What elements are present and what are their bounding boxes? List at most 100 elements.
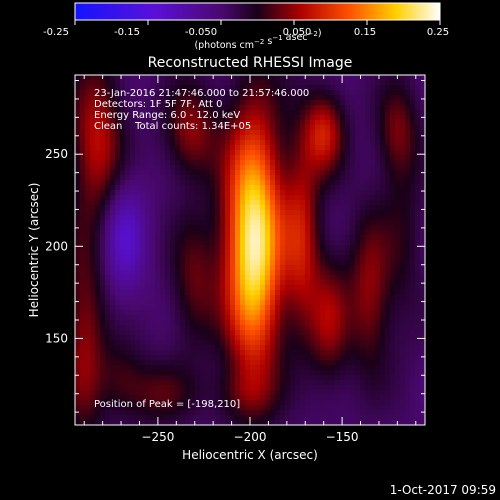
heatmap-cell <box>165 160 171 166</box>
heatmap-cell <box>190 205 196 211</box>
heatmap-cell <box>90 130 96 136</box>
heatmap-cell <box>190 300 196 306</box>
heatmap-cell <box>175 315 181 321</box>
heatmap-cell <box>75 270 81 276</box>
heatmap-cell <box>200 80 206 86</box>
heatmap-cell <box>345 395 351 401</box>
heatmap-cell <box>305 420 311 425</box>
heatmap-cell <box>235 310 241 316</box>
heatmap-cell <box>100 100 106 106</box>
heatmap-cell <box>140 235 146 241</box>
heatmap-cell <box>185 110 191 116</box>
heatmap-cell <box>400 85 406 91</box>
heatmap-cell <box>190 100 196 106</box>
heatmap-cell <box>195 410 201 416</box>
heatmap-cell <box>115 195 121 201</box>
heatmap-cell <box>210 335 216 341</box>
heatmap-cell <box>175 170 181 176</box>
heatmap-cell <box>85 310 91 316</box>
heatmap-cell <box>85 415 91 421</box>
heatmap-cell <box>190 290 196 296</box>
heatmap-cell <box>275 250 281 256</box>
heatmap-cell <box>85 125 91 131</box>
heatmap-cell <box>270 400 276 406</box>
heatmap-cell <box>200 135 206 141</box>
heatmap-cell <box>395 215 401 221</box>
heatmap-cell <box>100 385 106 391</box>
heatmap-cell <box>145 215 151 221</box>
heatmap-cell <box>130 210 136 216</box>
heatmap-cell <box>165 330 171 336</box>
heatmap-cell <box>240 150 246 156</box>
heatmap-cell <box>290 415 296 421</box>
heatmap-cell <box>310 400 316 406</box>
heatmap-cell <box>245 120 251 126</box>
heatmap-cell <box>245 235 251 241</box>
heatmap-cell <box>300 360 306 366</box>
heatmap-cell <box>320 320 326 326</box>
heatmap-cell <box>130 105 136 111</box>
heatmap-cell <box>140 375 146 381</box>
heatmap-cell <box>155 350 161 356</box>
heatmap-cell <box>185 365 191 371</box>
heatmap-cell <box>350 175 356 181</box>
heatmap-cell <box>230 250 236 256</box>
heatmap-cell <box>265 85 271 91</box>
heatmap-cell <box>250 320 256 326</box>
heatmap-cell <box>365 400 371 406</box>
heatmap-cell <box>135 365 141 371</box>
heatmap-cell <box>385 85 391 91</box>
heatmap-cell <box>100 105 106 111</box>
heatmap-cell <box>160 210 166 216</box>
heatmap-cell <box>315 100 321 106</box>
heatmap-cell <box>115 325 121 331</box>
heatmap-cell <box>230 285 236 291</box>
heatmap-cell <box>140 395 146 401</box>
heatmap-cell <box>265 140 271 146</box>
heatmap-cell <box>340 345 346 351</box>
heatmap-cell <box>110 75 116 81</box>
heatmap-cell <box>335 410 341 416</box>
heatmap-cell <box>185 280 191 286</box>
heatmap-cell <box>265 215 271 221</box>
heatmap-cell <box>205 345 211 351</box>
heatmap-cell <box>180 165 186 171</box>
heatmap-cell <box>85 255 91 261</box>
heatmap-cell <box>95 365 101 371</box>
heatmap-cell <box>275 195 281 201</box>
heatmap-cell <box>325 400 331 406</box>
heatmap-cell <box>355 100 361 106</box>
heatmap-cell <box>95 180 101 186</box>
heatmap-cell <box>160 310 166 316</box>
heatmap-cell <box>235 245 241 251</box>
heatmap-cell <box>155 200 161 206</box>
heatmap-cell <box>390 250 396 256</box>
heatmap-cell <box>185 370 191 376</box>
heatmap-cell <box>355 360 361 366</box>
heatmap-cell <box>290 390 296 396</box>
heatmap-cell <box>145 140 151 146</box>
heatmap-cell <box>175 240 181 246</box>
heatmap-cell <box>245 135 251 141</box>
heatmap-cell <box>420 285 425 291</box>
heatmap-cell <box>360 85 366 91</box>
heatmap-cell <box>95 400 101 406</box>
heatmap-cell <box>110 185 116 191</box>
heatmap-cell <box>245 340 251 346</box>
heatmap-cell <box>365 340 371 346</box>
heatmap-cell <box>380 110 386 116</box>
heatmap-cell <box>350 110 356 116</box>
heatmap-cell <box>75 260 81 266</box>
heatmap-cell <box>330 85 336 91</box>
heatmap-cell <box>135 180 141 186</box>
heatmap-cell <box>200 170 206 176</box>
heatmap-cell <box>75 150 81 156</box>
heatmap-cell <box>280 155 286 161</box>
heatmap-cell <box>105 220 111 226</box>
heatmap-cell <box>100 280 106 286</box>
heatmap-cell <box>160 100 166 106</box>
heatmap-cell <box>340 300 346 306</box>
heatmap-cell <box>165 250 171 256</box>
heatmap-cell <box>290 150 296 156</box>
heatmap-cell <box>130 145 136 151</box>
